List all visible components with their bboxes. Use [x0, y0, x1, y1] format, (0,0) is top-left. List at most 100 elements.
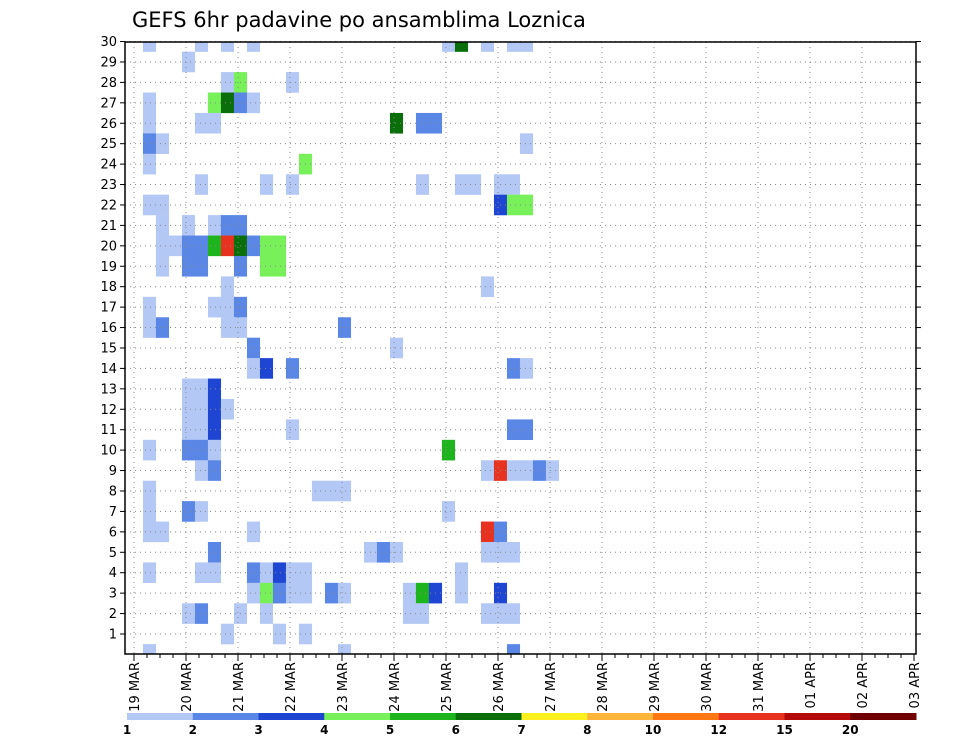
- heatmap-cell: [337, 582, 352, 604]
- y-tick-label: 8: [109, 484, 117, 499]
- y-tick-label: 24: [100, 158, 117, 173]
- heatmap-cell: [506, 358, 521, 379]
- heatmap-cell: [142, 317, 157, 338]
- y-tick-label: 2: [109, 607, 117, 622]
- heatmap-cell: [194, 235, 209, 257]
- heatmap-cell: [532, 460, 547, 481]
- heatmap-cell: [155, 255, 170, 277]
- heatmap-cell: [142, 439, 157, 461]
- y-tick-label: 11: [100, 423, 117, 438]
- heatmap-cell: [194, 398, 209, 420]
- y-tick-label: 17: [100, 301, 117, 316]
- heatmap-cell: [194, 460, 209, 481]
- y-tick-label: 10: [100, 444, 117, 459]
- y-tick-label: 4: [109, 566, 117, 581]
- legend-label: 7: [517, 723, 525, 737]
- x-tick-label: 30 MAR: [700, 662, 715, 712]
- heatmap-cell: [207, 460, 222, 481]
- heatmap-cell: [181, 255, 196, 277]
- legend-swatch: [718, 713, 785, 720]
- heatmap-cell: [194, 562, 209, 584]
- heatmap-cell: [194, 501, 209, 522]
- heatmap-cell: [181, 603, 196, 624]
- heatmap-cell: [506, 644, 521, 654]
- x-tick-label: 31 MAR: [752, 662, 767, 712]
- y-tick-label: 21: [100, 219, 117, 234]
- heatmap-cell: [142, 153, 157, 175]
- legend-label: 15: [776, 723, 793, 737]
- heatmap-cell: [246, 358, 261, 379]
- heatmap-cell: [337, 480, 352, 502]
- legend-label: 2: [189, 723, 197, 737]
- heatmap-cell: [480, 541, 495, 563]
- heatmap-cell: [506, 460, 521, 481]
- legend-label: 20: [842, 723, 859, 737]
- heatmap-cell: [454, 42, 469, 52]
- heatmap-cell: [142, 194, 157, 216]
- x-tick-label: 01 APR: [804, 662, 819, 708]
- legend-label: 6: [452, 723, 460, 737]
- heatmap-cells: [142, 42, 560, 654]
- heatmap-cell: [142, 92, 157, 114]
- legend-swatch: [521, 713, 588, 720]
- heatmap-cell: [220, 42, 235, 52]
- heatmap-cell: [142, 133, 157, 154]
- heatmap-cell: [181, 501, 196, 522]
- heatmap-cell: [376, 541, 391, 563]
- heatmap-cell: [480, 521, 495, 543]
- heatmap-cell: [142, 644, 157, 654]
- heatmap-cell: [480, 42, 495, 52]
- x-tick-label: 29 MAR: [648, 662, 663, 712]
- heatmap-cell: [337, 644, 352, 654]
- legend-swatch: [192, 713, 259, 720]
- chart-title: GEFS 6hr padavine po ansamblima Loznica: [132, 8, 586, 32]
- heatmap-cell: [207, 419, 222, 440]
- y-tick-label: 9: [109, 464, 117, 479]
- heatmap-cell: [181, 235, 196, 257]
- legend-swatch: [324, 713, 391, 720]
- heatmap-cell: [194, 419, 209, 440]
- y-tick-label: 22: [100, 198, 117, 213]
- heatmap-cell: [545, 460, 560, 481]
- y-tick-label: 13: [100, 382, 117, 397]
- heatmap-cell: [311, 480, 326, 502]
- heatmap-cell: [259, 255, 274, 277]
- legend-swatch: [850, 713, 917, 720]
- heatmap-cell: [467, 174, 482, 195]
- x-tick-label: 02 APR: [856, 662, 871, 708]
- heatmap-cell: [337, 317, 352, 338]
- x-tick-label: 27 MAR: [544, 662, 559, 712]
- heatmap-cell: [220, 92, 235, 114]
- heatmap-cell: [194, 255, 209, 277]
- heatmap-cell: [259, 582, 274, 604]
- x-tick-label: 19 MAR: [128, 662, 143, 712]
- heatmap-cell: [285, 582, 300, 604]
- heatmap-cell: [519, 460, 534, 481]
- heatmap-cell: [519, 133, 534, 154]
- heatmap-cell: [207, 215, 222, 236]
- color-legend: 1 2 3 4 5 6 7 8 10 12 15 20: [123, 713, 917, 737]
- heatmap-cell: [220, 296, 235, 318]
- legend-swatch: [784, 713, 851, 720]
- heatmap-cell: [272, 235, 287, 257]
- heatmap-cell: [207, 296, 222, 318]
- heatmap-cell: [415, 112, 430, 134]
- heatmap-cell: [259, 358, 274, 379]
- legend-swatch: [390, 713, 457, 720]
- y-tick-label: 28: [100, 76, 117, 91]
- heatmap-cell: [220, 72, 235, 93]
- heatmap-cell: [220, 623, 235, 645]
- legend-label: 5: [386, 723, 394, 737]
- heatmap-cell: [506, 194, 521, 216]
- y-tick-label: 16: [100, 321, 117, 336]
- heatmap-cell: [181, 398, 196, 420]
- y-tick-label: 29: [100, 55, 117, 70]
- heatmap-cell: [285, 358, 300, 379]
- x-tick-label: 21 MAR: [232, 662, 247, 712]
- heatmap-cell: [194, 439, 209, 461]
- legend-label: 4: [320, 723, 328, 737]
- heatmap-cell: [506, 174, 521, 195]
- legend-label: 8: [583, 723, 591, 737]
- heatmap-cell: [246, 582, 261, 604]
- heatmap-cell: [246, 235, 261, 257]
